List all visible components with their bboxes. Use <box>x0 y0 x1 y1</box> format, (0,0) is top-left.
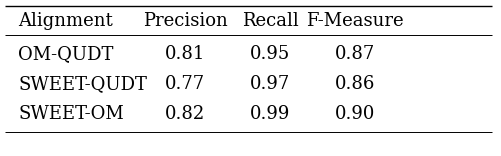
Text: 0.87: 0.87 <box>334 45 374 63</box>
Text: Precision: Precision <box>142 12 227 30</box>
Text: Alignment: Alignment <box>18 12 113 30</box>
Text: 0.90: 0.90 <box>334 105 374 123</box>
Text: 0.82: 0.82 <box>164 105 205 123</box>
Text: OM-QUDT: OM-QUDT <box>18 45 113 63</box>
Text: 0.95: 0.95 <box>249 45 290 63</box>
Text: SWEET-QUDT: SWEET-QUDT <box>18 75 147 93</box>
Text: 0.97: 0.97 <box>249 75 290 93</box>
Text: SWEET-OM: SWEET-OM <box>18 105 124 123</box>
Text: 0.86: 0.86 <box>334 75 374 93</box>
Text: 0.99: 0.99 <box>249 105 290 123</box>
Text: 0.81: 0.81 <box>164 45 205 63</box>
Text: Recall: Recall <box>241 12 298 30</box>
Text: 0.77: 0.77 <box>165 75 204 93</box>
Text: F-Measure: F-Measure <box>306 12 403 30</box>
